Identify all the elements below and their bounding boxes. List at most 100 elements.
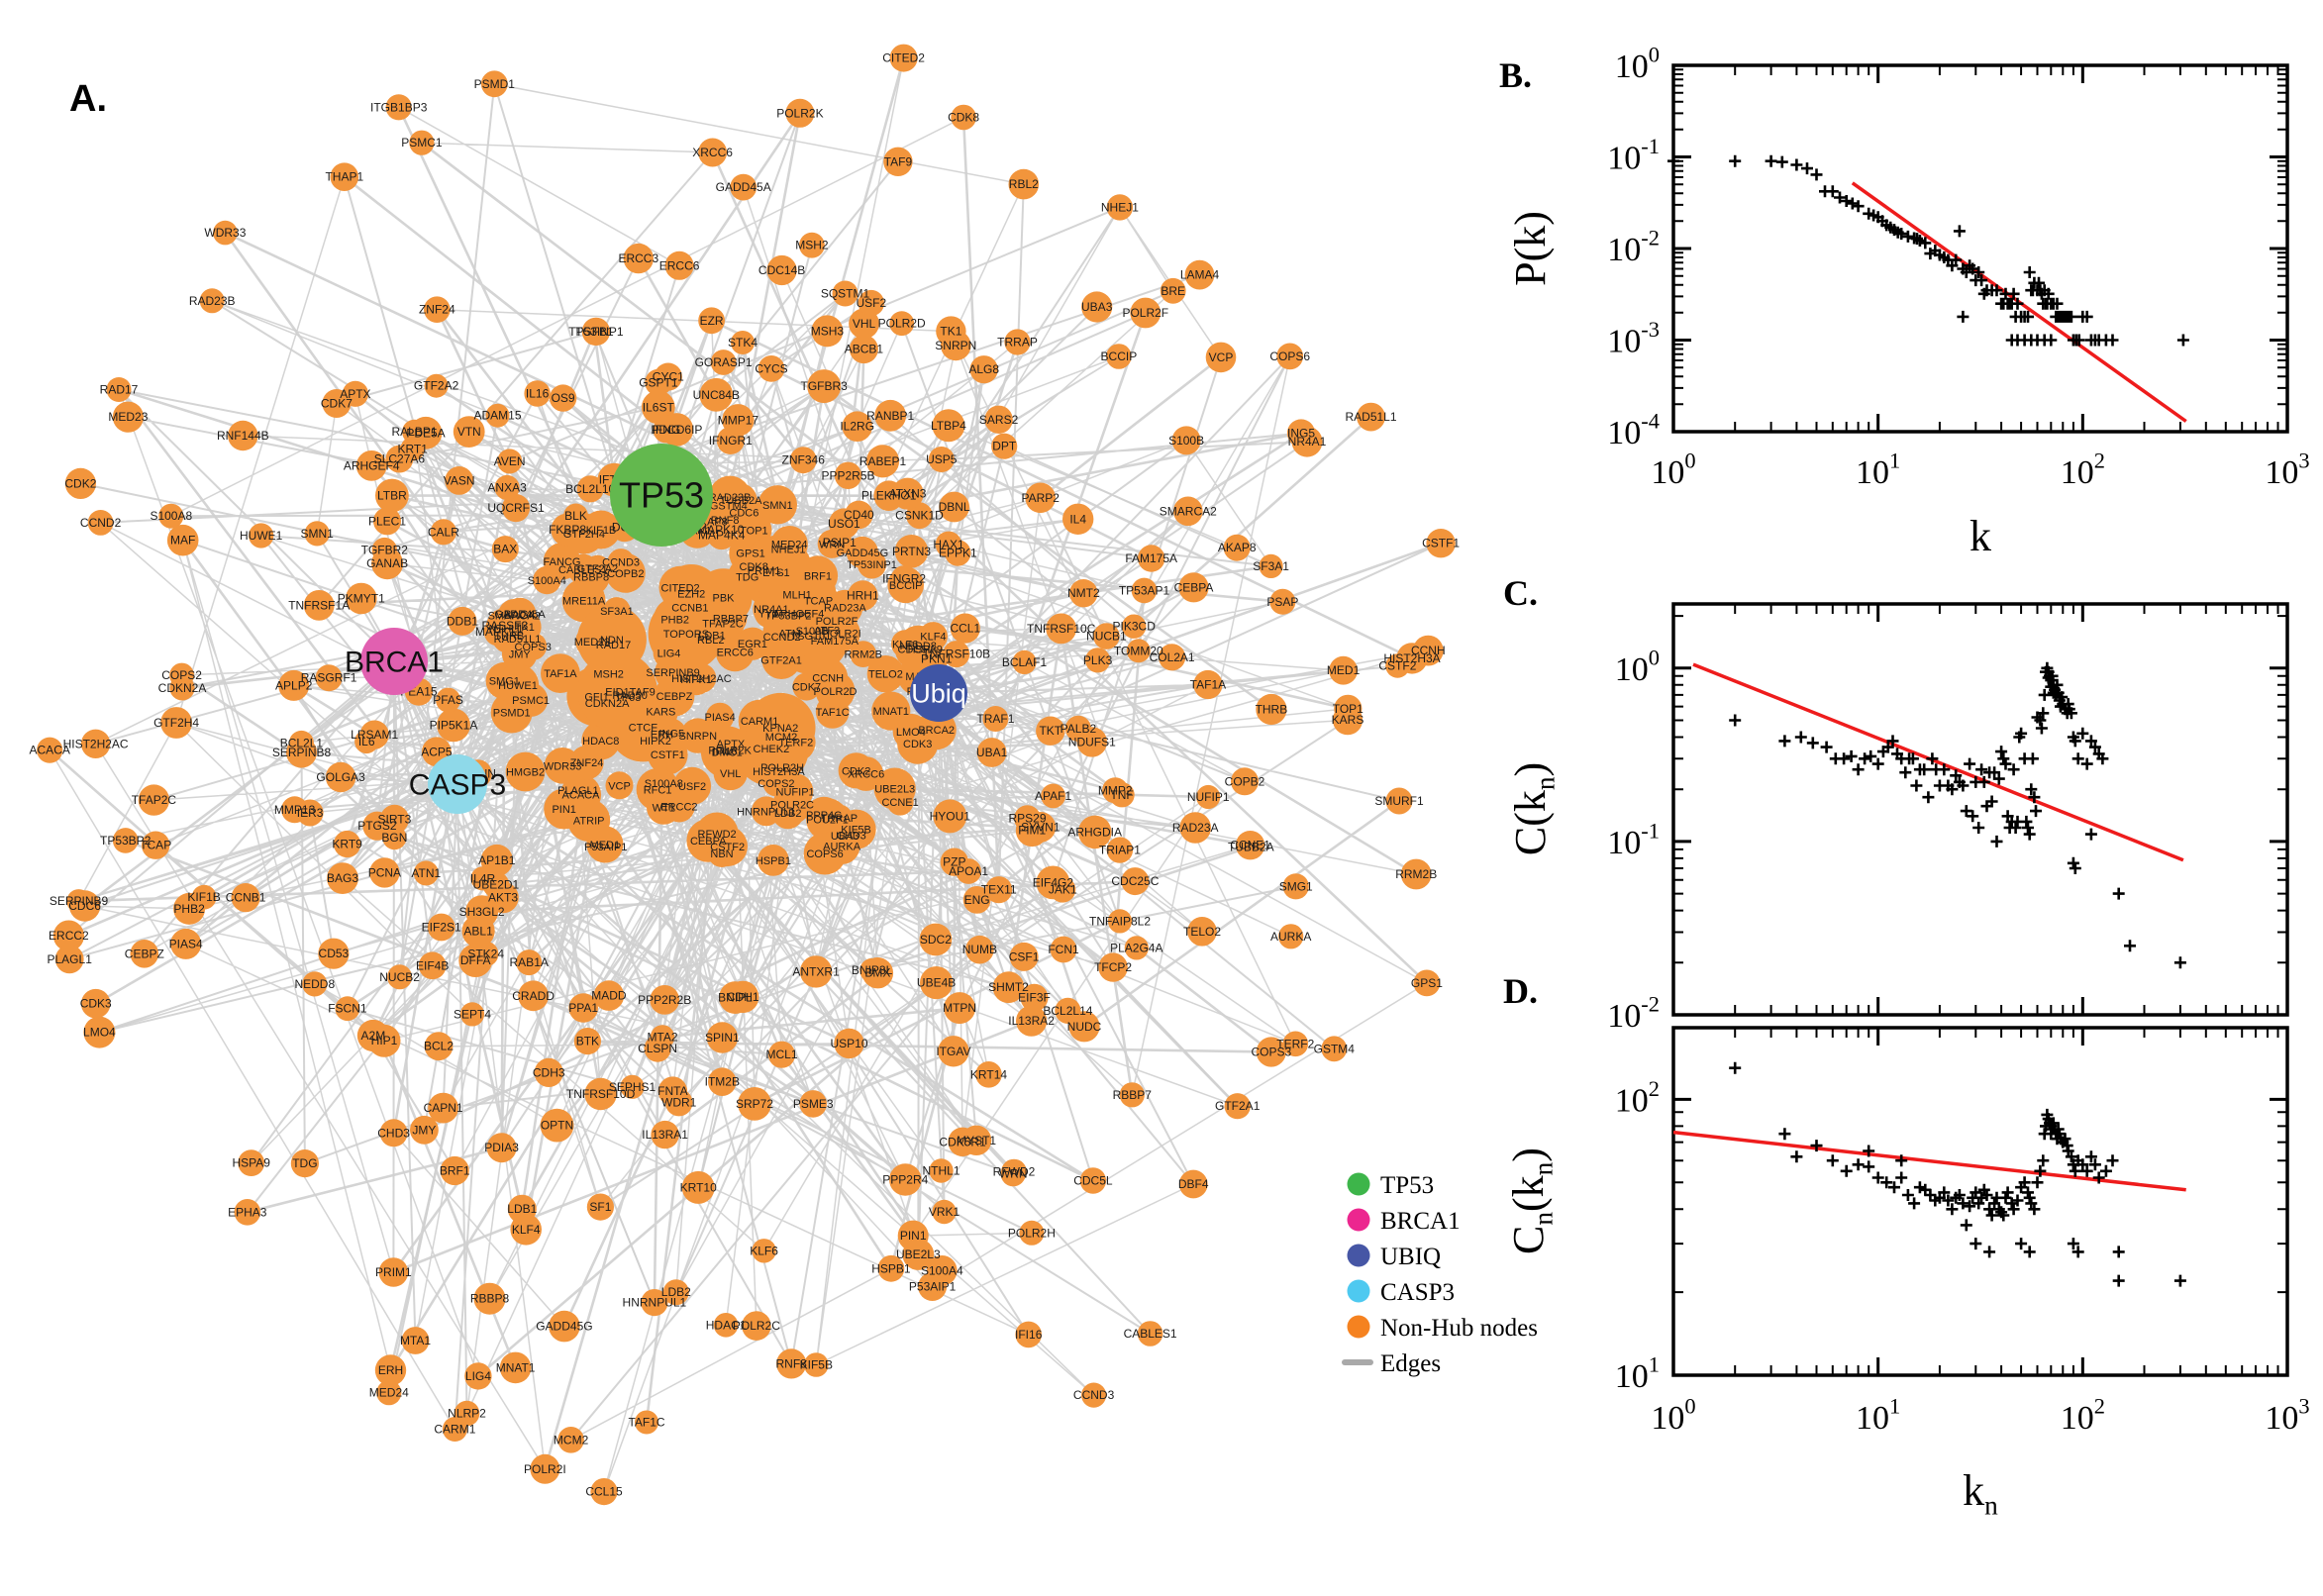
network-node [736,627,769,660]
tick-label: 10-1 [1607,819,1660,861]
node-label: RRM2B [1395,867,1437,881]
node-label: APTX [340,387,370,401]
node-label: PARP2 [1021,491,1060,505]
hub-label-ubiq: Ubiq [911,678,966,708]
network-node [846,536,879,569]
network-node [834,461,862,489]
network-node [620,1074,645,1099]
node-label: THAP1 [325,170,363,184]
network-node [551,513,584,547]
node-label: PLAGL1 [557,785,599,797]
node-label: LIG4 [657,648,681,660]
node-label: FAM175A [1125,551,1177,565]
node-label: PCNA [368,865,401,879]
node-label: HYOU1 [930,809,971,823]
node-label: NMT2 [1067,586,1100,600]
node-label: ANTXR1 [792,964,840,978]
network-node [906,502,933,530]
network-node [199,288,225,314]
network-node [436,687,461,713]
tick-label: 10-3 [1607,317,1660,359]
network-node [874,399,907,432]
node-label: ARHGEF4 [772,608,824,620]
hub-node-casp3 [428,754,487,814]
node-label: VASN [444,473,475,487]
network-node [834,1028,864,1059]
node-label: ZNF346 [782,453,826,467]
node-label: ADAM15 [473,409,521,423]
node-label: TOP1 [740,525,768,537]
node-label: HSPB1 [871,1261,911,1275]
node-label: RAB1A [510,955,549,969]
network-node [385,94,412,121]
network-node [842,411,872,443]
node-label: POLR2F [1122,306,1168,320]
network-node [409,416,443,449]
node-label: ABCB1 [845,343,884,356]
node-label: ERCC2 [660,802,697,814]
node-label: COPB2 [1225,774,1265,788]
node-label: PSMC1 [401,136,443,150]
network-node [1224,1093,1251,1120]
node-label: DFFA [460,953,491,967]
plot-clustering-coefficient: 100 10-1 10-2 C(kn) [1506,602,2289,1035]
node-label: SMN1 [762,500,793,512]
node-label: TP53BP2 [764,611,811,623]
network-node [1014,805,1041,832]
node-label: SEPT4 [454,1007,491,1021]
node-label: GSPT1 [639,375,678,389]
network-node [877,1254,905,1282]
node-label: OPTN [541,1119,573,1133]
network-node [849,756,883,791]
network-node [716,427,745,454]
network-node [1130,297,1162,329]
node-label: SIRT3 [378,812,412,826]
node-label: CSNK1D [895,509,944,523]
node-label: GPS1 [736,549,764,560]
network-node [865,445,900,478]
node-label: SERPINB9 [50,894,109,908]
network-node [1012,649,1037,675]
node-label: RASGRF1 [301,671,357,685]
network-node [322,389,352,418]
network-node [1081,291,1113,323]
network-node [278,669,310,701]
network-node [730,173,758,201]
node-label: PIN1 [900,1229,927,1243]
network-node [379,1119,408,1147]
tick-label: 101 [1856,449,1900,491]
node-label: HSPA9 [908,645,943,656]
network-node [286,737,317,768]
node-label: BLK [564,509,587,523]
network-node [1276,343,1304,370]
node-label: GTF2H4 [563,529,605,541]
fit-line [1692,662,2184,862]
node-label: SERPINB9 [646,667,699,679]
node-label: CSTF1 [1422,537,1460,550]
node-label: PDIA3 [484,1141,519,1154]
node-label: CDK8 [948,111,979,125]
node-label: HNRNPUL1 [623,1296,687,1310]
network-node [710,349,737,375]
network-node [932,409,965,443]
node-label: PKN1 [921,652,953,666]
network-node [933,799,967,834]
node-label: CDK8 [740,561,768,573]
network-node [1025,482,1056,514]
network-node [965,935,994,964]
node-label: MAPK11 [475,625,522,639]
node-label: COPS2 [161,668,202,682]
network-node [480,70,508,98]
node-label: KIF1B [187,890,220,904]
network-node [745,692,816,763]
node-label: WT1 [653,803,675,815]
node-label: DDB1 [447,614,478,628]
node-label: TP53INP1 [568,325,624,339]
network-node [387,964,413,990]
network-node [951,104,976,131]
node-label: OS9 [552,391,575,405]
node-label: TK1 [515,622,535,634]
node-label: CSTF1 [651,749,685,761]
network-node [943,641,970,668]
